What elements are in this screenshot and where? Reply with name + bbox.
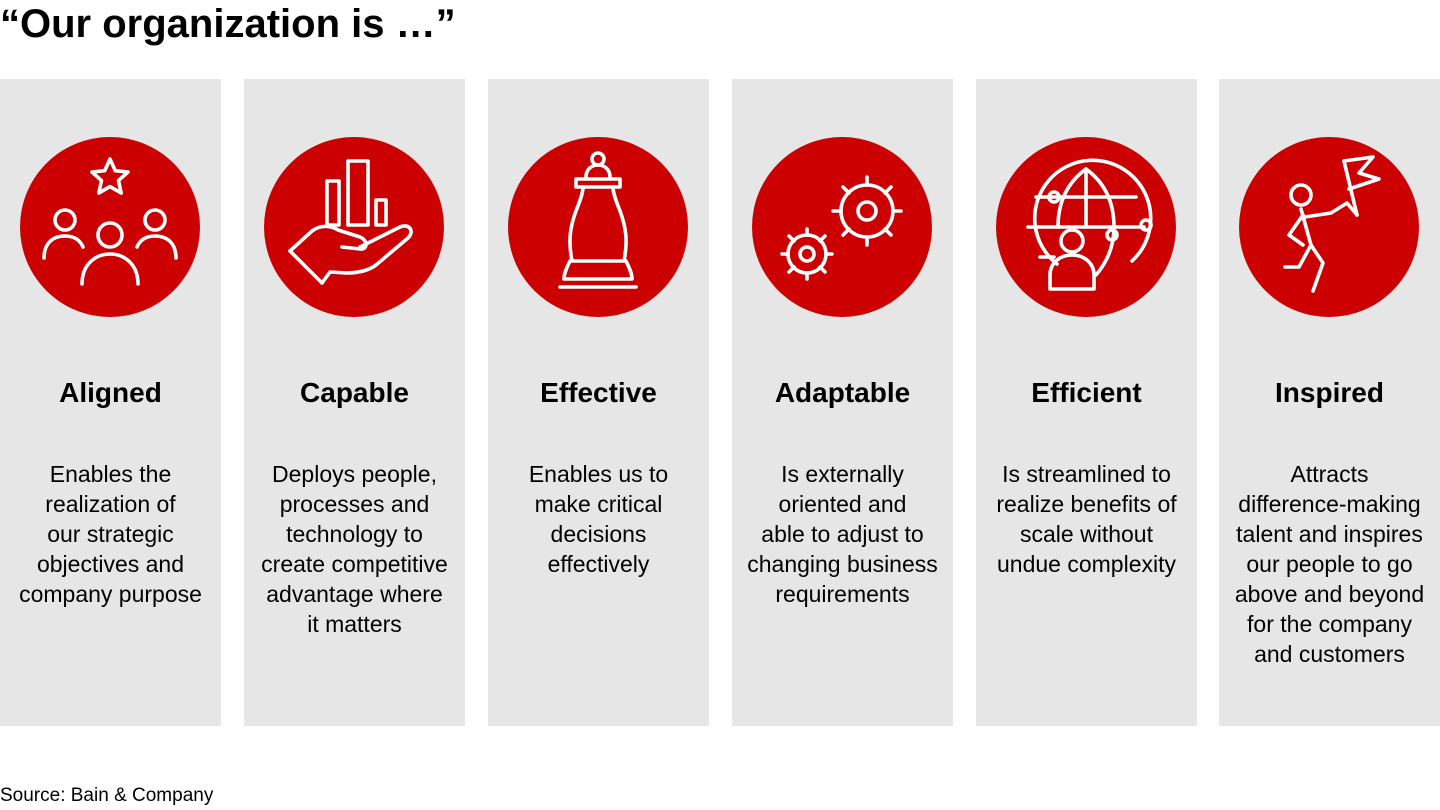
icon-circle [996, 137, 1176, 317]
description-line: changing business [747, 551, 938, 577]
climber-flag-icon [1283, 155, 1381, 293]
column-adaptable: Adaptable Is externally oriented and abl… [732, 79, 953, 726]
team-star-icon [42, 157, 178, 286]
column-heading: Capable [300, 377, 409, 408]
description-line: undue complexity [997, 551, 1176, 577]
column-capable: Capable Deploys people, processes and te… [244, 79, 465, 726]
description-line: oriented and [778, 491, 907, 517]
description-line: make critical [534, 491, 663, 517]
column-heading: Effective [540, 377, 657, 408]
column-description: Enables the realization of our strategic… [0, 459, 221, 609]
column-description: Is streamlined to realize benefits of sc… [976, 459, 1197, 579]
column-description: Is externally oriented and able to adjus… [732, 459, 953, 609]
description-line: advantage where [266, 581, 443, 607]
globe-network-person-icon [1026, 158, 1153, 291]
source-note: Source: Bain & Company [0, 785, 214, 806]
description-line: Deploys people, [272, 461, 437, 487]
hand-bar-chart-icon [288, 159, 413, 285]
description-line: objectives and [36, 551, 185, 577]
description-line: able to adjust to [761, 521, 924, 547]
description-line: company purpose [19, 581, 202, 607]
description-line: Is externally [781, 461, 904, 487]
description-line: and customers [1254, 641, 1405, 667]
icon-circle [1239, 137, 1419, 317]
column-aligned: Aligned Enables the realization of our s… [0, 79, 221, 726]
column-heading: Inspired [1275, 377, 1384, 408]
column-heading: Efficient [1031, 377, 1142, 408]
description-line: technology to [286, 521, 423, 547]
column-effective: Effective Enables us to make critical de… [488, 79, 709, 726]
icon-circle [752, 137, 932, 317]
column-description: Enables us to make critical decisions ef… [488, 459, 709, 579]
description-line: realize benefits of [996, 491, 1177, 517]
description-line: our people to go [1246, 551, 1413, 577]
column-heading: Adaptable [774, 377, 911, 408]
gears-icon [780, 175, 903, 281]
description-line: processes and [279, 491, 430, 517]
description-line: realization of [45, 491, 176, 517]
description-line: decisions [550, 521, 647, 547]
description-line: our strategic [47, 521, 174, 547]
description-line: Enables us to [528, 461, 669, 487]
column-description: Deploys people, processes and technology… [244, 459, 465, 639]
column-description: Attracts difference-making talent and in… [1219, 459, 1440, 669]
description-line: requirements [775, 581, 910, 607]
column-inspired: Inspired Attracts difference-making tale… [1219, 79, 1440, 726]
description-line: for the company [1247, 611, 1412, 637]
column-efficient: Efficient Is streamlined to realize bene… [976, 79, 1197, 726]
description-line: Is streamlined to [1002, 461, 1171, 487]
description-line: scale without [1020, 521, 1153, 547]
description-line: Attracts [1290, 461, 1369, 487]
description-line: create competitive [261, 551, 448, 577]
description-line: it matters [307, 611, 402, 637]
page-title: “Our organization is …” [0, 2, 456, 46]
description-line: effectively [547, 551, 650, 577]
icon-circle [264, 137, 444, 317]
description-line: talent and inspires [1236, 521, 1423, 547]
description-line: Enables the [49, 461, 172, 487]
chess-pawn-icon [558, 151, 638, 289]
description-line: difference-making [1238, 491, 1421, 517]
description-line: above and beyond [1234, 581, 1425, 607]
icon-circle [508, 137, 688, 317]
icon-circle [20, 137, 200, 317]
column-heading: Aligned [59, 377, 162, 408]
